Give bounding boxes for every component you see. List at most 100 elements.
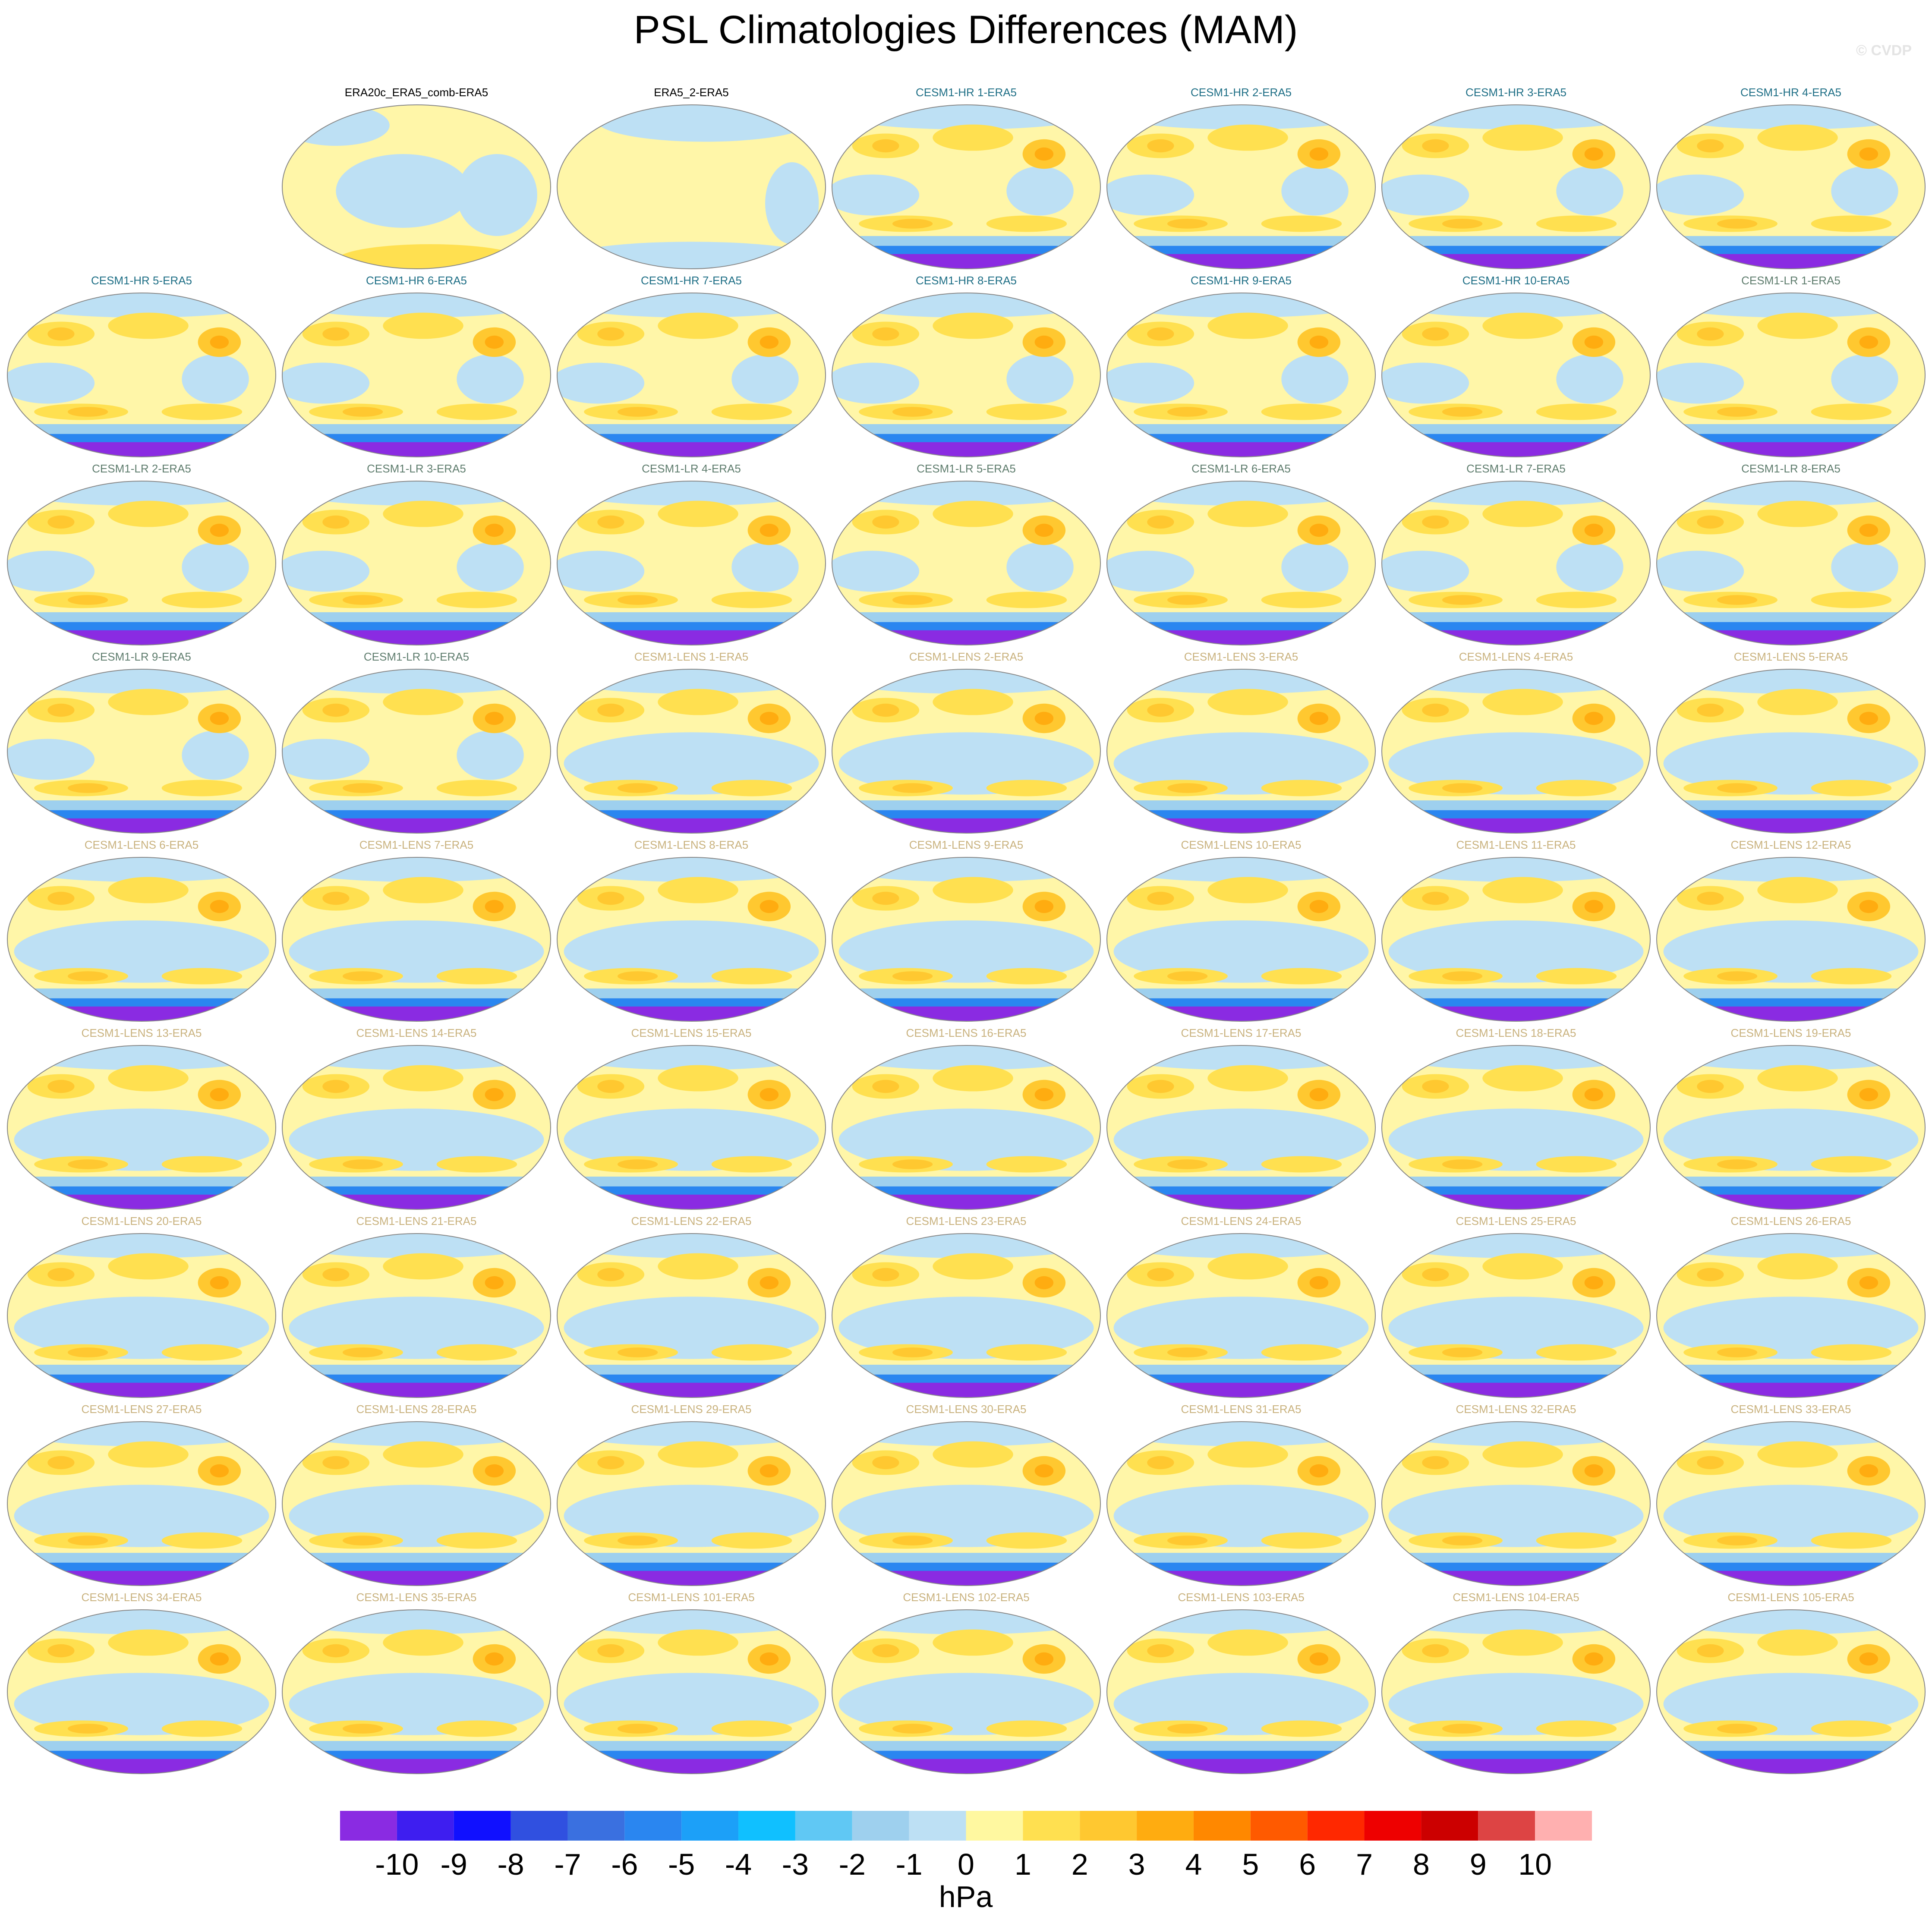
field-positive <box>1811 1156 1892 1173</box>
field-positive <box>108 1441 189 1468</box>
field-positive <box>892 1347 933 1357</box>
field-negative <box>731 542 799 592</box>
field-negative <box>557 669 826 694</box>
map-outline <box>1381 1609 1651 1774</box>
field-positive <box>1482 1629 1563 1656</box>
field-negative <box>1382 105 1650 129</box>
colorbar-tick-label: -4 <box>725 1848 752 1881</box>
map <box>832 1422 1100 1586</box>
map-outline <box>557 669 826 834</box>
field-positive <box>161 780 243 796</box>
field-positive <box>1034 900 1054 913</box>
field-negative <box>1107 818 1375 833</box>
map-outline <box>7 1421 276 1586</box>
field-positive <box>1697 1268 1724 1281</box>
field-positive <box>1147 139 1174 153</box>
map <box>1382 1234 1650 1398</box>
colorbar-box <box>681 1811 739 1841</box>
map <box>282 1422 551 1586</box>
colorbar-box <box>511 1811 568 1841</box>
field-positive <box>485 1652 504 1666</box>
field-positive <box>67 971 108 981</box>
field-positive <box>986 780 1067 796</box>
field-negative <box>832 442 1100 457</box>
field-negative <box>1006 166 1074 216</box>
colorbar-label: hPa <box>939 1880 993 1914</box>
panel-title: CESM1-LENS 35-ERA5 <box>356 1591 477 1604</box>
field-negative <box>1388 1297 1644 1359</box>
map <box>557 1610 826 1774</box>
field-negative <box>1382 293 1650 318</box>
field-positive <box>892 219 933 229</box>
map <box>1657 1422 1925 1586</box>
field-positive <box>108 1629 189 1656</box>
map-outline <box>282 104 551 269</box>
colorbar-box <box>909 1811 966 1841</box>
map-outline <box>1106 104 1376 269</box>
colorbar-box <box>738 1811 795 1841</box>
field-positive <box>1422 139 1449 153</box>
field-negative <box>838 920 1094 983</box>
field-positive <box>1859 1088 1878 1102</box>
field-negative <box>7 1045 276 1070</box>
field-positive <box>1167 595 1208 605</box>
map <box>832 1045 1100 1209</box>
field-positive <box>1261 1720 1342 1737</box>
field-negative <box>282 1234 551 1258</box>
field-negative <box>282 293 551 318</box>
field-negative <box>832 630 1100 645</box>
field-negative <box>597 105 812 142</box>
field-negative <box>1107 105 1375 129</box>
panel-title: CESM1-LENS 105-ERA5 <box>1727 1591 1854 1604</box>
field-positive <box>383 877 463 903</box>
field-positive <box>1147 327 1174 341</box>
field-negative <box>457 542 524 592</box>
field-positive <box>933 500 1013 527</box>
field-negative <box>1382 1045 1650 1070</box>
field-negative <box>557 1234 826 1258</box>
field-negative <box>838 1108 1094 1171</box>
field-positive <box>67 1347 108 1357</box>
map <box>282 481 551 645</box>
map <box>1657 669 1925 833</box>
panel-title: CESM1-HR 10-ERA5 <box>1462 274 1570 287</box>
field-negative <box>1388 732 1644 795</box>
field-positive <box>1811 403 1892 420</box>
panel-title: CESM1-LR 7-ERA5 <box>1466 462 1566 475</box>
panel-title: CESM1-LENS 31-ERA5 <box>1181 1403 1302 1416</box>
panel-title: CESM1-LENS 11-ERA5 <box>1456 838 1576 851</box>
field-negative <box>1006 542 1074 592</box>
map-outline <box>557 1609 826 1774</box>
field-positive <box>1422 1456 1449 1470</box>
field-negative <box>1107 630 1375 645</box>
field-positive <box>617 1724 658 1734</box>
field-positive <box>1757 312 1838 339</box>
colorbar-box <box>567 1811 625 1841</box>
field-positive <box>47 1268 75 1281</box>
field-negative <box>7 857 276 882</box>
field-positive <box>1717 219 1758 229</box>
map-outline <box>557 857 826 1022</box>
field-positive <box>986 1532 1067 1549</box>
field-positive <box>161 592 243 608</box>
field-positive <box>933 1253 1013 1280</box>
panel-title: CESM1-LR 4-ERA5 <box>642 462 741 475</box>
field-positive <box>485 900 504 913</box>
field-negative <box>832 818 1100 833</box>
map <box>282 669 551 833</box>
field-negative <box>1663 1108 1919 1171</box>
field-positive <box>1167 407 1208 417</box>
field-negative <box>557 293 826 318</box>
field-negative <box>282 1006 551 1021</box>
field-positive <box>760 335 779 349</box>
panel-title: CESM1-HR 9-ERA5 <box>1191 274 1292 287</box>
field-negative <box>832 293 1100 318</box>
field-positive <box>760 523 779 537</box>
map-outline <box>832 669 1101 834</box>
map <box>1657 857 1925 1021</box>
colorbar-box <box>1080 1811 1137 1841</box>
field-positive <box>47 327 75 341</box>
field-positive <box>1811 1720 1892 1737</box>
colorbar-tick-label: -5 <box>668 1848 695 1881</box>
panel-title: CESM1-LENS 34-ERA5 <box>82 1591 202 1604</box>
